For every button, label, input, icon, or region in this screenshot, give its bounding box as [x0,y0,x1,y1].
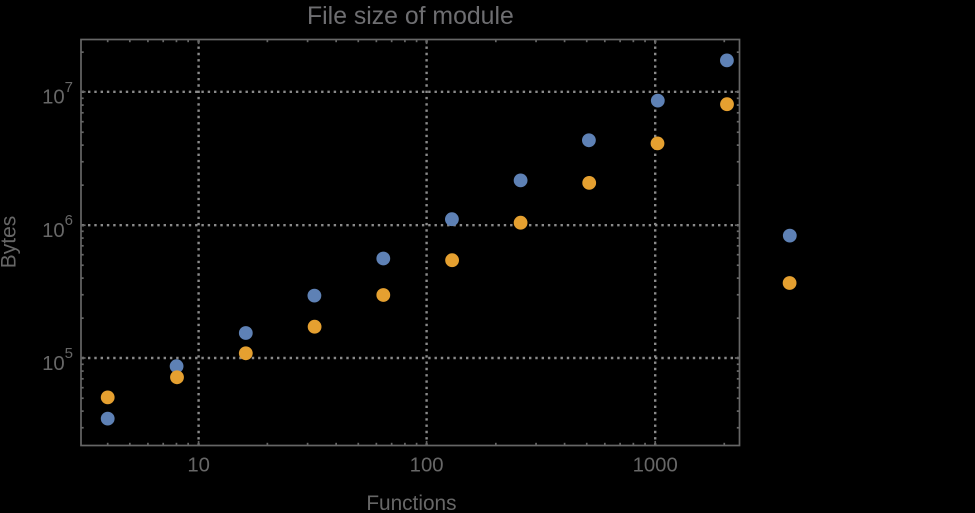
svg-text:Bytes: Bytes [0,216,21,269]
svg-text:Functions: Functions [366,492,456,513]
svg-text:105: 105 [42,345,73,375]
svg-text:107: 107 [42,79,73,109]
svg-text:10: 10 [187,454,210,476]
svg-text:100: 100 [410,454,444,476]
svg-text:1000: 1000 [633,454,678,476]
svg-text:106: 106 [42,212,73,242]
svg-text:File size of module: File size of module [307,3,514,30]
